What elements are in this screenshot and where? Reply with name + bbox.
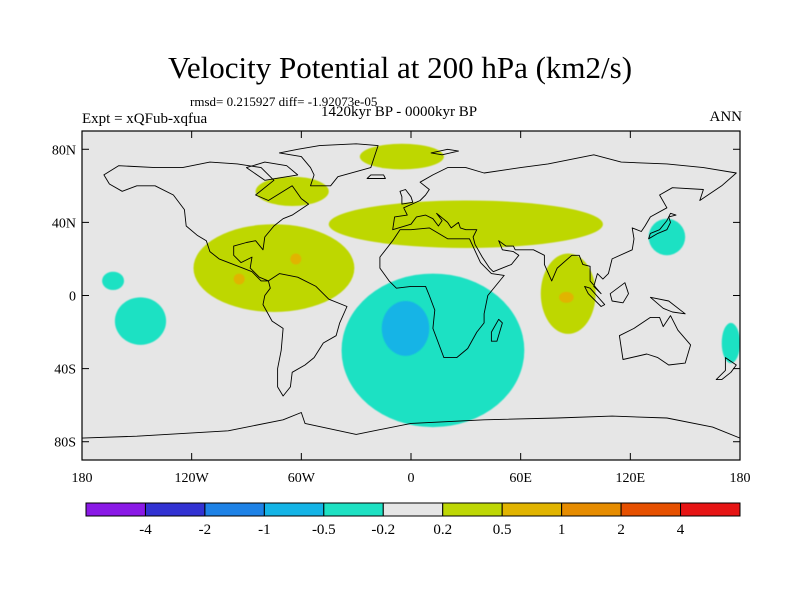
colorbar-label: -0.5 [312,522,336,538]
anomaly-east-pacific-negative [114,297,167,345]
lon-tick-label: 120E [616,471,646,486]
lat-tick-label: 80S [54,436,76,451]
anomaly-north-atlantic-africa-positive [328,200,603,248]
anomaly-new-zealand-negative [721,322,740,364]
anomaly-arctic-positive [359,143,444,170]
colorbar-label: 4 [677,522,685,538]
anomaly-south-atlantic-africa-negative [341,273,525,428]
lon-tick-label: 60E [509,471,532,486]
colorbar-label: 0.5 [493,522,512,538]
lat-tick-label: 40S [54,363,76,378]
colorbar-label: 1 [558,522,566,538]
coastline-layer [82,143,740,460]
lon-tick-label: 0 [408,471,415,486]
coastline-new-guinea [649,296,686,315]
colorbar-label: -4 [139,522,152,538]
lon-tick-label: 180 [72,471,93,486]
colorbar-swatch [680,502,741,517]
coastline-antarctica [82,412,740,460]
plot-title: Velocity Potential at 200 hPa (km2/s) [167,50,633,85]
anomaly-central-america-max [233,273,245,285]
coastline-australia [618,315,692,366]
colorbar-swatch [144,502,206,517]
colorbar-swatch [263,502,325,517]
lon-tick-label: 60W [288,471,316,486]
colorbar-label: 0.2 [433,522,452,538]
lat-tick-label: 0 [69,290,76,305]
coastline-svalbard [430,148,459,156]
lon-tick-label: 120W [175,471,210,486]
coastline-north-america [103,161,310,282]
anomaly-caribbean-max [290,253,302,265]
experiment-label: Expt = xQFub-xqfua [82,111,208,127]
colorbar-label: -2 [199,522,212,538]
season-label: ANN [709,109,743,125]
coastline-africa [379,227,505,359]
colorbar-swatch [561,502,622,517]
lat-tick-label: 40N [52,216,76,231]
longitude-axis: 180 120W 60W 0 60E 120E 180 [72,131,751,486]
colorbar-swatch [620,502,682,517]
colorbar-swatch [204,502,265,517]
anomaly-labrador-positive [255,176,329,206]
latitude-axis: 80N 40N 0 40S 80S [52,143,740,451]
coastline-madagascar [490,318,503,342]
colorbar-swatch [501,502,563,517]
coastline-japan [648,212,677,240]
coastline-iceland [366,174,386,179]
colorbar: -4 -2 -1 -0.5 -0.2 0.2 0.5 1 2 4 [85,502,741,538]
coastline-greenland [278,143,379,187]
rmsd-diff-stats: rmsd= 0.215927 diff= -1.92073e-05 [190,94,378,109]
anomaly-central-pacific-negative [102,271,125,291]
period-label: 1420kyr BP - 0000kyr BP [321,104,478,120]
colorbar-swatch [382,502,444,517]
colorbar-swatch [442,502,503,517]
lon-tick-label: 180 [730,471,751,486]
colorbar-label: -0.2 [371,522,395,538]
coastline-baffin-island [246,161,299,181]
anomaly-central-america-positive [193,224,355,312]
coastline-south-america [262,273,348,397]
colorbar-label: 2 [617,522,625,538]
anomaly-japan-negative [648,218,686,256]
coastline-british-isles [399,189,414,205]
colorbar-swatch [323,502,384,517]
coastline-sumatra [584,285,606,307]
anomaly-indian-ocean-max [559,291,574,303]
colorbar-swatch [85,502,146,517]
lat-tick-label: 80N [52,143,76,158]
coastline-europe-asia [392,154,737,295]
coastline-new-zealand [715,357,737,381]
colorbar-label: -1 [258,522,271,538]
coastline-borneo [609,282,629,304]
anomaly-south-atlantic-minimum [381,300,430,356]
